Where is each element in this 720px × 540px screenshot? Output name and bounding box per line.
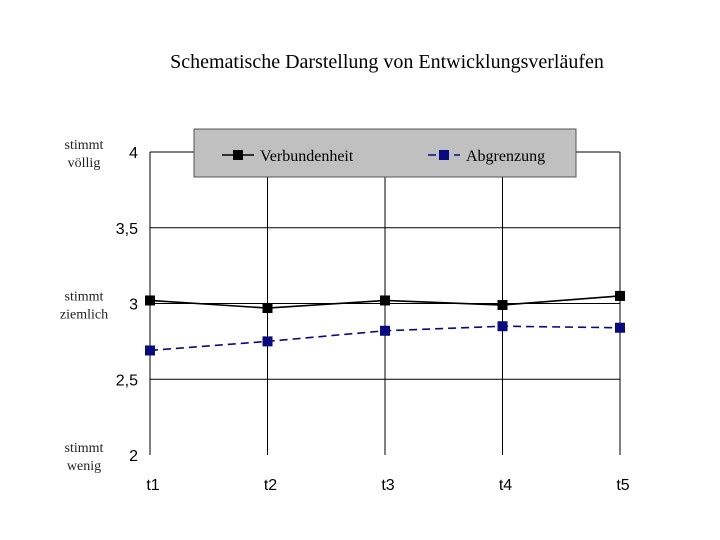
series-group: [145, 290, 625, 356]
legend-marker-verbundenheit: [233, 150, 243, 160]
y-tick-label: 2,5: [116, 372, 138, 389]
y-side-label-line1: stimmt: [65, 290, 104, 305]
y-side-label-line2: ziemlich: [60, 308, 108, 323]
data-point-abgrenzung: [615, 322, 625, 333]
data-point-verbundenheit: [615, 290, 625, 301]
y-side-labels: stimmt völlig stimmt ziemlich stimmt wenig: [60, 138, 108, 474]
data-point-abgrenzung: [380, 325, 390, 336]
y-side-label-line1: stimmt: [65, 441, 104, 456]
y-side-label-line1: stimmt: [65, 138, 104, 153]
x-tick-label: t5: [616, 477, 629, 494]
chart-title: Schematische Darstellung von Entwicklung…: [170, 51, 604, 73]
data-point-verbundenheit: [145, 295, 155, 306]
data-point-verbundenheit: [262, 303, 273, 314]
y-axis-ticks: 2 2,5 3 3,5 4: [116, 145, 138, 465]
data-point-abgrenzung: [262, 336, 273, 347]
y-side-label-line2: wenig: [67, 459, 101, 474]
x-tick-label: t2: [264, 477, 277, 494]
x-tick-label: t4: [499, 477, 512, 494]
x-tick-label: t3: [381, 477, 394, 494]
legend-label-verbundenheit: Verbundenheit: [260, 148, 354, 165]
data-point-verbundenheit: [497, 300, 508, 311]
x-axis-ticks: t1 t2 t3 t4 t5: [146, 477, 629, 494]
data-point-abgrenzung: [145, 345, 155, 356]
legend: Verbundenheit Abgrenzung: [193, 128, 577, 178]
legend-marker-abgrenzung: [439, 150, 449, 160]
data-point-abgrenzung: [497, 321, 508, 332]
legend-label-abgrenzung: Abgrenzung: [466, 148, 545, 165]
y-tick-label: 3: [129, 297, 138, 314]
y-tick-label: 2: [129, 448, 138, 465]
legend-box: [193, 128, 577, 178]
data-point-verbundenheit: [380, 295, 390, 306]
y-tick-label: 4: [129, 145, 138, 162]
x-tick-label: t1: [146, 477, 159, 494]
y-side-label-line2: völlig: [68, 156, 101, 171]
y-tick-label: 3,5: [116, 221, 138, 238]
